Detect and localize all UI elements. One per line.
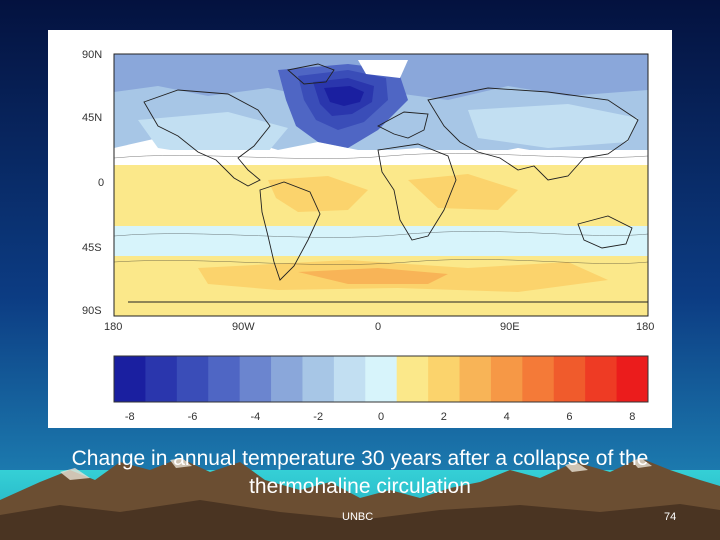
colorbar-swatch — [145, 356, 178, 402]
colorbar-swatch — [302, 356, 335, 402]
lon-label-180w: 180 — [104, 321, 122, 333]
colorbar-tick-label: -6 — [188, 411, 198, 423]
lon-label-180e: 180 — [636, 321, 654, 333]
colorbar-swatch — [459, 356, 492, 402]
colorbar-swatch — [271, 356, 303, 402]
lat-label-90s: 90S — [82, 305, 102, 317]
lon-label-90e: 90E — [500, 321, 520, 333]
colorbar-swatch — [239, 356, 272, 402]
lat-label-45s: 45S — [82, 242, 102, 254]
colorbar — [113, 355, 649, 403]
page-number: 74 — [664, 511, 677, 523]
colorbar-border — [113, 355, 649, 403]
colorbar-tick-label: 2 — [441, 411, 447, 423]
colorbar-tick-label: 4 — [504, 411, 510, 423]
colorbar-swatch — [176, 356, 209, 402]
colorbar-swatch — [114, 356, 146, 402]
colorbar-swatch — [585, 356, 618, 402]
colorbar-ticks: -8 -6 -4 -2 0 2 4 6 8 — [125, 411, 636, 423]
colorbar-swatch — [616, 356, 649, 402]
colorbar-swatch — [333, 356, 366, 402]
colorbar-swatch — [396, 356, 429, 402]
colorbar-tick-label: 0 — [378, 411, 384, 423]
caption-line-2: thermohaline circulation — [249, 475, 471, 498]
colorbar-tick-label: -8 — [125, 411, 135, 423]
lon-label-0: 0 — [375, 321, 381, 333]
colorbar-tick-label: -4 — [250, 411, 260, 423]
map-figure: 90N 45N 0 45S 90S 180 90W 0 90E 180 -8 -6… — [48, 30, 672, 428]
footer-organization: UNBC — [342, 511, 374, 523]
lon-label-90w: 90W — [232, 321, 255, 333]
colorbar-swatch — [490, 356, 523, 402]
colorbar-swatch — [428, 356, 461, 402]
colorbar-swatch — [553, 356, 586, 402]
colorbar-tick-label: 8 — [629, 411, 635, 423]
lat-label-90n: 90N — [82, 49, 102, 61]
lat-label-45n: 45N — [82, 112, 102, 124]
colorbar-tick-label: 6 — [566, 411, 572, 423]
colorbar-swatch — [365, 356, 398, 402]
colorbar-swatch — [208, 356, 241, 402]
slide-caption: Change in annual temperature 30 years af… — [0, 445, 720, 501]
lat-label-eq: 0 — [98, 177, 104, 189]
colorbar-tick-label: -2 — [313, 411, 323, 423]
mountain-silhouette — [0, 458, 720, 540]
colorbar-swatch — [522, 356, 555, 402]
temperature-change-map — [113, 53, 649, 317]
caption-line-1: Change in annual temperature 30 years af… — [71, 447, 649, 470]
